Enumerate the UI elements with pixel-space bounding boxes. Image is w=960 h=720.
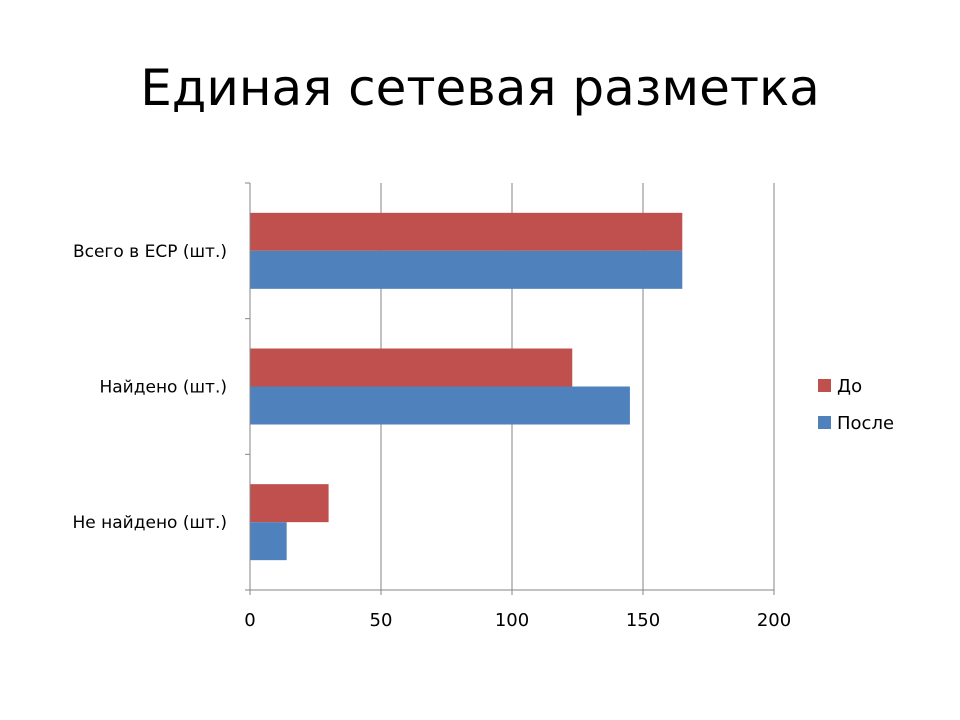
category-label: Найдено (шт.) [99,378,227,398]
tick-label: 200 [757,610,791,631]
bar-do [250,212,683,251]
tick-label: 50 [370,610,393,631]
bar-do [250,348,573,387]
legend-swatch-do [818,379,831,392]
bar-posle [250,386,630,425]
bar-posle [250,250,683,289]
bar-posle [250,522,287,561]
legend-swatch-posle [818,416,831,429]
legend: До После [818,376,894,434]
legend-label-do: До [837,376,862,397]
bar-do [250,484,329,523]
axes [245,182,775,595]
tick-label: 0 [244,610,255,631]
bars [250,212,683,561]
category-label: Не найдено (шт.) [73,513,228,533]
slide-title: Единая сетевая разметка [140,59,820,117]
labels: Всего в ЕСР (шт.) Найдено (шт.) Не найдено… [73,242,792,631]
tick-label: 150 [626,610,660,631]
category-label: Всего в ЕСР (шт.) [73,242,227,262]
tick-label: 100 [495,610,529,631]
legend-label-posle: После [837,413,894,434]
